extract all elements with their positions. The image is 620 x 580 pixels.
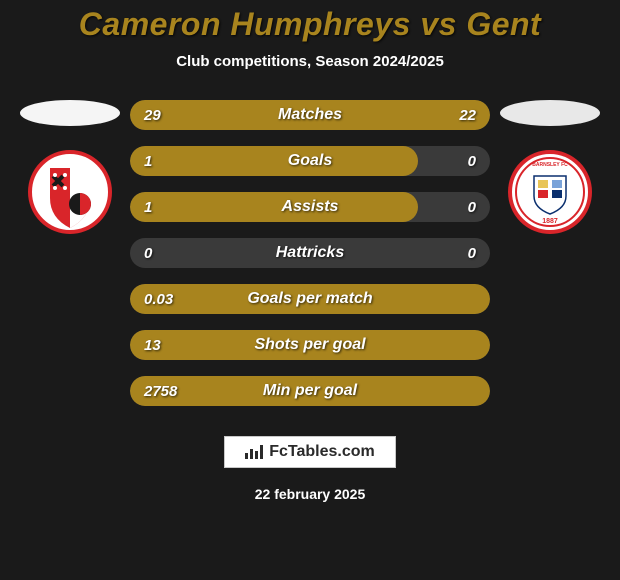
stat-fill-left: [130, 146, 418, 176]
stat-fill: [130, 330, 490, 360]
stat-bars: 2922Matches10Goals10Assists00Hattricks0.…: [130, 100, 490, 406]
stat-value-right: 0: [468, 146, 476, 176]
stat-fill-right: [335, 100, 490, 130]
stat-label: Hattricks: [130, 238, 490, 268]
right-player-ellipse: [500, 100, 600, 126]
left-club-badge: [28, 150, 112, 234]
left-player-column: [10, 100, 130, 234]
stat-fill-left: [130, 192, 418, 222]
source-attribution: FcTables.com: [224, 436, 396, 468]
stat-fill: [130, 376, 490, 406]
comparison-card: Cameron Humphreys vs Gent Club competiti…: [0, 0, 620, 580]
page-subtitle: Club competitions, Season 2024/2025: [176, 53, 444, 70]
stat-row: 2758Min per goal: [130, 376, 490, 406]
source-site-name: FcTables.com: [269, 443, 375, 461]
stat-row: 2922Matches: [130, 100, 490, 130]
stat-value-left: 0: [144, 238, 152, 268]
stat-row: 0 0Hattricks: [130, 238, 490, 268]
right-club-badge: 1887 BARNSLEY FC: [508, 150, 592, 234]
page-title: Cameron Humphreys vs Gent: [79, 6, 541, 43]
snapshot-date: 22 february 2025: [255, 486, 366, 502]
stat-fill: [130, 284, 490, 314]
stat-row: 10Goals: [130, 146, 490, 176]
stat-row: 0.03Goals per match: [130, 284, 490, 314]
stat-row: 13Shots per goal: [130, 330, 490, 360]
stat-value-right: 0: [468, 238, 476, 268]
left-player-ellipse: [20, 100, 120, 126]
svg-text:BARNSLEY FC: BARNSLEY FC: [532, 162, 568, 168]
stats-area: 2922Matches10Goals10Assists00Hattricks0.…: [0, 100, 620, 406]
bar-chart-icon: [245, 445, 263, 459]
right-player-column: 1887 BARNSLEY FC: [490, 100, 610, 234]
crest-icon: 1887 BARNSLEY FC: [508, 150, 592, 234]
stat-fill-left: [130, 100, 335, 130]
stat-value-right: 0: [468, 192, 476, 222]
shield-icon: [28, 150, 112, 234]
svg-text:1887: 1887: [542, 218, 558, 225]
stat-row: 10Assists: [130, 192, 490, 222]
